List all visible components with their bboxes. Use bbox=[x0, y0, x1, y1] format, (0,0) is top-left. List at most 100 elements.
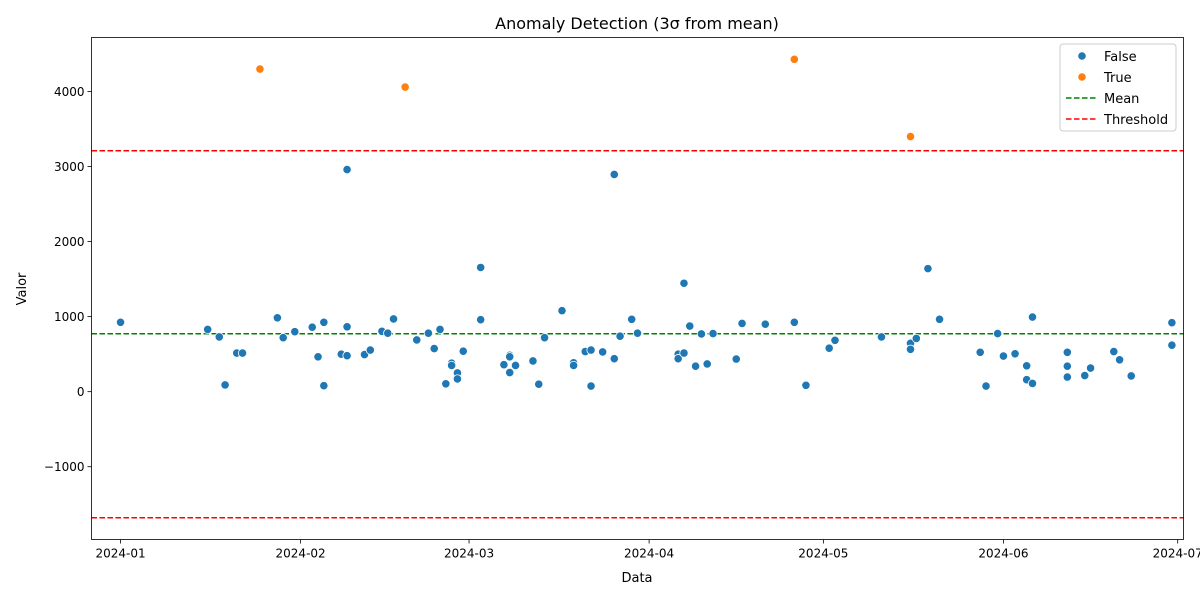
point-false bbox=[388, 314, 399, 324]
x-axis-label: Data bbox=[621, 571, 652, 586]
x-tick-label: 2024-06 bbox=[978, 547, 1028, 561]
point-false bbox=[528, 356, 538, 366]
point-false bbox=[609, 354, 619, 364]
x-tick-label: 2024-02 bbox=[276, 547, 326, 561]
point-false bbox=[539, 333, 550, 343]
legend: False True Mean Threshold bbox=[1059, 43, 1177, 132]
point-false bbox=[993, 328, 1003, 339]
point-false bbox=[510, 360, 521, 371]
point-false bbox=[1010, 349, 1020, 359]
point-false bbox=[905, 344, 916, 354]
point-false bbox=[1115, 355, 1125, 365]
point-false bbox=[342, 351, 352, 361]
point-false bbox=[452, 374, 463, 384]
point-false bbox=[476, 315, 486, 325]
point-false bbox=[1126, 371, 1136, 381]
legend-label-mean: Mean bbox=[1104, 92, 1139, 107]
point-false bbox=[789, 317, 799, 327]
point-false bbox=[1027, 312, 1038, 322]
point-false bbox=[342, 164, 352, 175]
legend-label-false: False bbox=[1104, 50, 1137, 65]
point-false bbox=[696, 329, 706, 339]
point-false bbox=[278, 333, 288, 343]
legend-item-false: False bbox=[1077, 50, 1137, 65]
point-false bbox=[203, 324, 213, 334]
chart-title: Anomaly Detection (3σ from mean) bbox=[495, 14, 779, 33]
plot-border bbox=[91, 37, 1184, 540]
point-false bbox=[586, 381, 596, 391]
data-points bbox=[115, 54, 1177, 391]
y-tick-label: −1000 bbox=[44, 460, 85, 474]
point-false bbox=[435, 324, 445, 334]
point-false bbox=[923, 264, 933, 274]
legend-item-threshold: Threshold bbox=[1066, 113, 1168, 128]
point-false bbox=[423, 328, 433, 338]
point-false bbox=[1062, 361, 1072, 371]
point-false bbox=[830, 335, 840, 345]
x-axis-ticks: 2024-01 2024-02 2024-03 2024-04 2024-05 2024-… bbox=[95, 539, 1200, 561]
point-false bbox=[505, 352, 515, 362]
point-false bbox=[476, 262, 486, 273]
point-false bbox=[1167, 340, 1177, 350]
point-false bbox=[685, 321, 695, 331]
y-tick-label: 2000 bbox=[54, 235, 85, 249]
point-false bbox=[708, 328, 718, 339]
plot-frame bbox=[91, 37, 1184, 540]
point-false bbox=[412, 335, 422, 345]
point-false bbox=[598, 347, 608, 357]
point-false bbox=[505, 367, 515, 378]
point-false bbox=[981, 381, 991, 391]
point-false bbox=[429, 343, 439, 354]
legend-label-true: True bbox=[1103, 71, 1132, 86]
legend-marker-true bbox=[1077, 72, 1087, 82]
y-tick-label: 0 bbox=[77, 385, 85, 399]
point-false bbox=[214, 332, 224, 342]
point-false bbox=[690, 361, 701, 371]
point-false bbox=[441, 379, 451, 389]
point-false bbox=[307, 322, 317, 332]
x-tick-label: 2024-03 bbox=[444, 547, 494, 561]
point-false bbox=[1027, 378, 1038, 389]
point-false bbox=[627, 314, 637, 324]
point-false bbox=[237, 348, 248, 358]
point-false bbox=[458, 346, 468, 356]
point-false bbox=[632, 328, 643, 338]
point-false bbox=[319, 317, 329, 327]
point-false bbox=[342, 322, 352, 332]
point-false bbox=[313, 352, 323, 362]
point-false bbox=[447, 360, 457, 371]
x-tick-label: 2024-05 bbox=[798, 547, 848, 561]
point-false bbox=[319, 381, 329, 391]
point-false bbox=[934, 314, 945, 324]
point-false bbox=[760, 319, 770, 329]
point-false bbox=[911, 333, 921, 343]
point-false bbox=[876, 332, 887, 342]
legend-item-mean: Mean bbox=[1066, 92, 1139, 107]
point-false bbox=[824, 343, 834, 353]
point-false bbox=[731, 354, 741, 364]
point-false bbox=[673, 354, 683, 364]
point-true bbox=[789, 54, 799, 64]
legend-marker-false bbox=[1077, 51, 1087, 61]
point-false bbox=[1080, 370, 1090, 381]
point-false bbox=[975, 347, 985, 357]
point-false bbox=[1022, 361, 1032, 371]
point-false bbox=[383, 328, 393, 338]
point-false bbox=[1062, 347, 1072, 357]
point-false bbox=[1109, 346, 1119, 357]
legend-box bbox=[1059, 43, 1177, 132]
point-false bbox=[702, 359, 712, 369]
point-false bbox=[220, 380, 230, 390]
point-false bbox=[737, 318, 747, 328]
y-axis-label: Valor bbox=[15, 272, 30, 305]
x-tick-label: 2024-01 bbox=[95, 547, 145, 561]
point-false bbox=[679, 278, 689, 288]
point-false bbox=[801, 380, 811, 390]
legend-label-threshold: Threshold bbox=[1103, 113, 1168, 128]
point-true bbox=[255, 64, 265, 74]
y-tick-label: 1000 bbox=[54, 310, 85, 324]
point-false bbox=[272, 313, 282, 323]
point-false bbox=[115, 317, 126, 327]
point-false bbox=[557, 306, 567, 316]
y-tick-label: 4000 bbox=[54, 85, 85, 99]
